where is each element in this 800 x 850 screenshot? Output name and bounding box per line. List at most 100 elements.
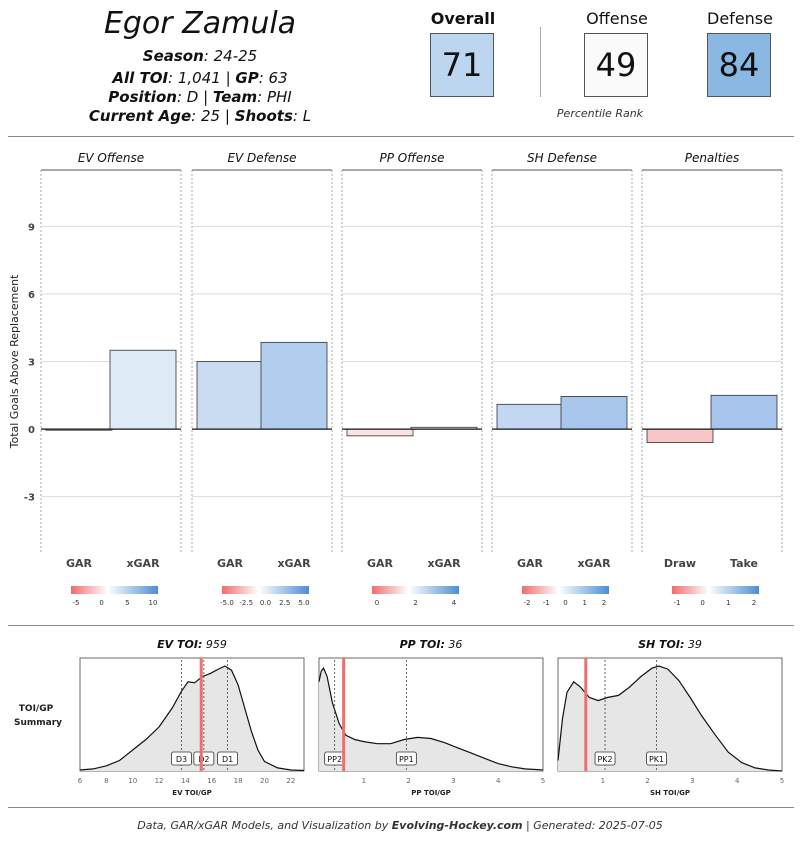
panel-title: Penalties [685,151,740,165]
color-legend-bar [672,586,759,594]
team-value: PHI [266,88,292,106]
defense-label: Defense [707,9,773,28]
x-axis-label: PP TOI/GP [411,789,450,797]
line-marker-box [594,751,616,766]
x-tick-label: xGAR [126,557,160,570]
legend-tick-label: 2 [752,599,756,607]
x-tick-label: GAR [217,557,244,570]
x-tick-label: Draw [664,557,696,570]
color-legend-bar [522,586,609,594]
y-tick-label: 3 [28,358,35,369]
footer-brand: Evolving-Hockey.com [391,819,523,832]
bar-xgar [260,341,328,430]
age-line: Current Age: 25 | Shoots: L [88,107,312,125]
density-area [80,666,304,771]
panel-title: SH Defense [527,151,597,165]
shoots-label: Shoots [234,107,293,125]
toi-panel-title: EV TOI: 959 [157,638,227,651]
panel-title: EV Defense [227,151,296,165]
y-tick-label: 9 [28,222,35,233]
bar-take [710,394,778,430]
legend-tick-label: 0 [99,599,103,607]
season-value: 24-25 [213,47,258,65]
panel-title: PP Offense [379,151,444,165]
gar-panel-penalties: Penalties Draw Take -1 0 1 2 [641,151,783,607]
shoots-value: L [302,107,312,125]
line-marker-box [646,751,667,766]
x-tick-label: 3 [451,777,455,785]
color-legend-bar [222,586,309,594]
legend-tick-label: -2 [524,599,531,607]
color-legend-bar [71,586,158,594]
toi-row-label: TOI/GP [19,704,54,714]
toi-row-label: Summary [14,718,62,728]
y-axis-label: Total Goals Above Replacement [8,274,21,449]
bar-gar [346,428,414,437]
bar-draw [646,428,714,444]
density-area [558,666,782,771]
line-marker-label: D3 [176,755,187,764]
line-marker-label: PP1 [399,755,414,764]
divider-top [8,136,794,137]
x-tick-label: 22 [286,777,295,785]
toi-panel-title: SH TOI: 39 [638,638,702,651]
x-tick-label: GAR [66,557,93,570]
toi-panel-title: PP TOI: 36 [400,638,463,651]
score-divider [540,27,541,97]
line-marker-label: D1 [222,755,233,764]
x-tick-label: 5 [541,777,545,785]
bar-xgar [109,349,177,430]
x-tick-label: 4 [496,777,501,785]
x-tick-label: xGAR [577,557,611,570]
team-label: Team [212,88,258,106]
footer-prefix: Data, GAR/xGAR Models, and Visualization… [137,819,389,832]
x-tick-label: 4 [735,777,740,785]
divider-bottom [8,807,794,808]
x-tick-label: 10 [128,777,137,785]
x-tick-label: GAR [517,557,544,570]
age-value: 25 [201,107,221,125]
x-tick-label: 14 [181,777,190,785]
season-label: Season [142,47,204,65]
toi-title-value: 959 [202,638,227,651]
player-name: Egor Zamula [103,6,297,41]
defense-score-box: 84 [707,33,771,97]
toi-label: All TOI [112,69,169,87]
season-line: Season: 24-25 [142,47,258,65]
x-tick-label: 12 [155,777,164,785]
x-tick-label: GAR [367,557,394,570]
legend-tick-label: -1 [543,599,550,607]
legend-tick-label: -2.5 [239,599,253,607]
gar-panel-ev-offense: EV Offense GAR xGAR -5 0 5 10 [40,151,182,607]
legend-tick-label: 1 [726,599,730,607]
offense-label: Offense [586,9,648,28]
legend-tick-label: 0 [563,599,567,607]
density-line [318,666,544,771]
divider-middle [8,625,794,626]
x-tick-label: 2 [406,777,410,785]
gp-label: GP [235,69,259,87]
bar-xgar [560,396,628,430]
x-tick-label: Take [730,557,758,570]
x-tick-label: 3 [690,777,694,785]
x-tick-label: 2 [645,777,649,785]
legend-tick-label: -1 [674,599,681,607]
x-tick-label: 18 [234,777,243,785]
toi-value: 1,041 [177,69,221,87]
x-tick-label: 1 [601,777,605,785]
age-label: Current Age [88,107,192,125]
x-tick-label: 1 [362,777,366,785]
toi-panel-pp-toi: PP TOI: 36 PP2 PP1 1 2 3 4 5 PP TOI/GP [318,638,545,797]
panel-title: EV Offense [78,151,144,165]
line-marker-box [217,751,238,766]
toi-line: All TOI: 1,041 | GP: 63 [112,69,288,87]
legend-tick-label: 2 [413,599,417,607]
line-marker-label: PP2 [327,755,342,764]
x-tick-label: 8 [104,777,108,785]
gp-value: 63 [268,69,288,87]
line-marker-label: D2 [198,755,209,764]
toi-panel-ev-toi: EV TOI: 959 D3 D2 D1 6 8 10 12 14 16 18 20 22 EV TOI/… [78,638,305,797]
legend-tick-label: 4 [452,599,457,607]
legend-tick-label: -5.0 [220,599,234,607]
